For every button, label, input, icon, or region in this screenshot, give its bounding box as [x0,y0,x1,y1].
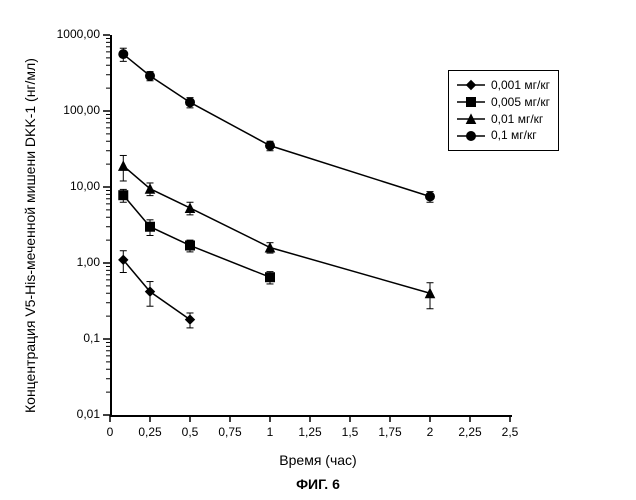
legend-item: 0,001 мг/кг [457,77,550,94]
x-tick-label: 0,75 [210,425,250,439]
x-tick-label: 0,5 [170,425,210,439]
legend-item: 0,005 мг/кг [457,94,550,111]
y-tick-label: 0,1 [40,331,100,345]
x-tick-label: 2,25 [450,425,490,439]
legend-label: 0,1 мг/кг [491,127,537,144]
x-tick-label: 2,5 [490,425,530,439]
legend-swatch [457,78,485,92]
x-tick-label: 1,75 [370,425,410,439]
legend-swatch [457,129,485,143]
x-tick-label: 2 [410,425,450,439]
y-tick-label: 100,00 [40,103,100,117]
x-tick-label: 1,5 [330,425,370,439]
x-tick-label: 1,25 [290,425,330,439]
y-tick-label: 1000,00 [40,27,100,41]
y-tick-label: 1,00 [40,255,100,269]
legend-label: 0,01 мг/кг [491,111,543,128]
x-tick-label: 1 [250,425,290,439]
legend-item: 0,1 мг/кг [457,127,550,144]
x-tick-label: 0,25 [130,425,170,439]
y-tick-label: 10,00 [40,179,100,193]
legend-swatch [457,95,485,109]
figure-container: Концентрация V5-His-меченной мишени DKK-… [0,0,636,500]
legend-label: 0,001 мг/кг [491,77,550,94]
legend-swatch [457,112,485,126]
figure-caption: ФИГ. 6 [0,476,636,492]
x-axis-label: Время (час) [0,452,636,468]
x-tick-label: 0 [90,425,130,439]
y-tick-label: 0,01 [40,407,100,421]
legend: 0,001 мг/кг0,005 мг/кг0,01 мг/кг0,1 мг/к… [448,70,559,151]
legend-item: 0,01 мг/кг [457,111,550,128]
legend-label: 0,005 мг/кг [491,94,550,111]
